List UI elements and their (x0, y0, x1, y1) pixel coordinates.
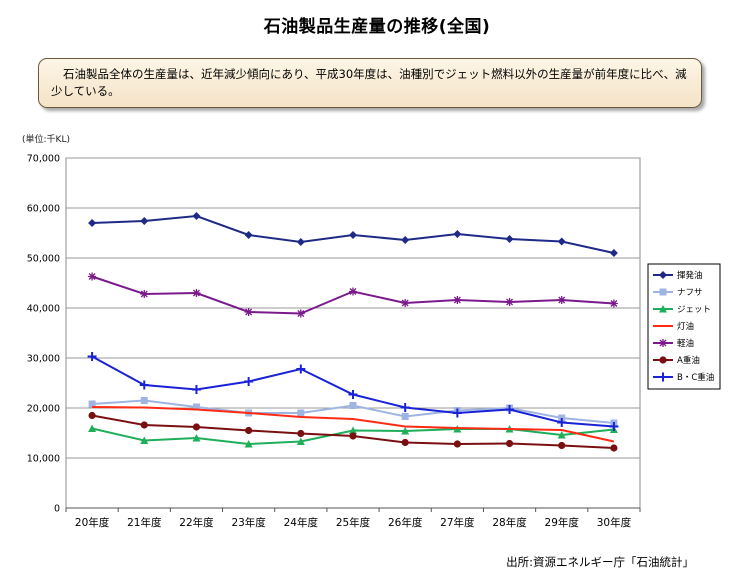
data-point (191, 385, 201, 394)
data-point (296, 238, 305, 246)
data-point (610, 444, 618, 452)
y-tick-label: 10,000 (27, 454, 60, 465)
data-point (192, 289, 201, 297)
data-point (453, 296, 462, 304)
data-point (401, 236, 410, 244)
data-point (297, 409, 305, 417)
data-point (505, 405, 515, 414)
x-tick-label: 26年度 (388, 516, 423, 529)
data-point (452, 408, 462, 418)
data-point (192, 423, 201, 431)
data-point (88, 219, 97, 227)
legend-label: A重油 (677, 355, 700, 366)
data-point (140, 217, 149, 225)
x-tick-label: 23年度 (231, 516, 266, 529)
data-point (557, 296, 566, 304)
data-point (505, 439, 514, 448)
data-point (296, 364, 306, 374)
data-point (349, 231, 357, 239)
data-point (557, 237, 566, 246)
plot-area (65, 157, 641, 509)
x-tick-label: 21年度 (127, 516, 162, 529)
summary-box: 石油製品全体の生産量は、近年減少傾向にあり、平成30年度は、油種別でジェット燃料… (38, 58, 702, 108)
legend-label: 灯油 (677, 321, 694, 332)
data-point (140, 397, 148, 404)
data-point (349, 432, 357, 440)
y-tick-label: 70,000 (27, 154, 60, 165)
data-point (88, 411, 96, 420)
legend-label: 揮発油 (677, 270, 703, 281)
x-tick-label: 24年度 (284, 516, 319, 529)
data-point (88, 400, 96, 408)
summary-text: 石油製品全体の生産量は、近年減少傾向にあり、平成30年度は、油種別でジェット燃料… (51, 67, 687, 98)
y-tick-label: 0 (54, 504, 60, 515)
x-tick-label: 25年度 (336, 516, 371, 529)
data-point (244, 308, 253, 316)
x-tick-label: 22年度 (179, 516, 214, 529)
data-point (609, 299, 618, 308)
legend-marker (659, 305, 667, 313)
x-tick-label: 28年度 (492, 516, 527, 529)
source-note: 出所:資源エネルギー庁「石油統計」 (506, 555, 694, 569)
x-tick-label: 27年度 (440, 516, 475, 529)
legend-marker (658, 372, 668, 382)
x-tick-label: 30年度 (597, 516, 632, 529)
data-point (140, 290, 149, 298)
data-point (401, 413, 409, 420)
x-tick-label: 20年度 (75, 516, 110, 529)
y-tick-label: 40,000 (27, 304, 60, 315)
x-tick-label: 29年度 (545, 516, 580, 529)
series-line-3 (92, 406, 615, 443)
legend-label: ジェット (677, 305, 711, 315)
data-point (400, 403, 410, 412)
legend-label: 軽油 (677, 338, 694, 349)
data-point (453, 440, 461, 448)
data-point (296, 437, 305, 445)
data-point (505, 235, 514, 243)
data-point (296, 309, 305, 318)
data-point (140, 421, 148, 429)
data-point (139, 380, 149, 390)
data-point (557, 418, 567, 427)
data-point (505, 298, 514, 306)
data-point (401, 438, 409, 447)
data-point (558, 441, 566, 450)
page-title: 石油製品生産量の推移(全国) (263, 17, 491, 37)
y-tick-label: 30,000 (27, 354, 60, 365)
data-point (87, 352, 97, 361)
data-point (245, 426, 253, 435)
data-point (88, 272, 97, 281)
data-point (349, 402, 357, 409)
data-point (349, 426, 357, 434)
y-tick-label: 20,000 (27, 404, 60, 415)
y-tick-label: 50,000 (27, 254, 60, 265)
data-point (349, 287, 357, 296)
data-point (453, 230, 462, 238)
data-point (244, 440, 253, 448)
data-point (192, 212, 201, 220)
data-point (297, 429, 305, 438)
legend-marker (659, 271, 667, 279)
legend-label: ナフサ (677, 288, 703, 298)
data-point (244, 231, 253, 239)
data-point (192, 403, 200, 411)
data-point (348, 390, 358, 399)
data-point (401, 299, 410, 307)
data-point (609, 422, 619, 431)
legend-label: B・C重油 (677, 372, 714, 383)
data-point (557, 431, 566, 439)
data-point (244, 377, 254, 386)
data-point (192, 434, 201, 442)
unit-label: (単位:千KL) (22, 135, 70, 145)
y-tick-label: 60,000 (27, 204, 60, 215)
data-point (609, 249, 618, 257)
legend-marker (659, 356, 667, 364)
legend-marker (659, 339, 667, 347)
legend-marker (659, 288, 667, 296)
data-point (140, 436, 149, 444)
data-point (88, 424, 97, 432)
data-point (401, 427, 410, 435)
